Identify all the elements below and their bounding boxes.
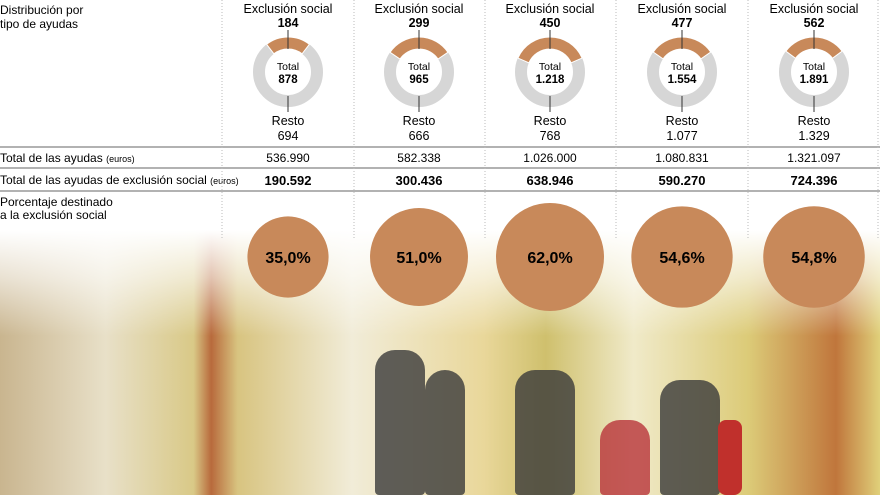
total-excl-value: 724.396 (791, 173, 838, 188)
total-value: 965 (409, 74, 429, 86)
distribution-label-1: Distribución por (0, 3, 83, 17)
total-label: Total (277, 61, 299, 73)
resto-value: 694 (278, 129, 299, 143)
pct-bubble (247, 216, 329, 298)
resto-value: 1.329 (798, 129, 829, 143)
resto-label: Resto (403, 114, 436, 128)
total-ayudas-value: 582.338 (397, 151, 441, 165)
donut-excl-slice (517, 36, 583, 64)
total-excl-value: 300.436 (396, 173, 443, 188)
total-label: Total (671, 61, 693, 73)
pct-value: 51,0% (396, 250, 441, 267)
pct-bubble (763, 206, 865, 308)
total-value: 1.891 (800, 74, 829, 86)
pct-label-1: Porcentaje destinado (0, 195, 113, 209)
resto-label: Resto (798, 114, 831, 128)
pct-value: 54,6% (659, 250, 704, 267)
excl-value: 562 (804, 16, 825, 30)
excl-value: 450 (540, 16, 561, 30)
pct-value: 62,0% (527, 250, 572, 267)
excl-value: 184 (278, 16, 299, 30)
excl-label: Exclusión social (638, 2, 727, 16)
total-ayudas-value: 1.321.097 (787, 151, 841, 165)
excl-label: Exclusión social (770, 2, 859, 16)
pct-bubble (496, 203, 604, 311)
resto-value: 666 (409, 129, 430, 143)
resto-value: 768 (540, 129, 561, 143)
excl-label: Exclusión social (244, 2, 333, 16)
row-excl-label: Total de las ayudas de exclusión social … (0, 173, 239, 187)
excl-label: Exclusión social (375, 2, 464, 16)
total-excl-value: 190.592 (265, 173, 312, 188)
total-value: 1.218 (536, 74, 565, 86)
total-label: Total (803, 61, 825, 73)
row-total-text: Total de las ayudas (0, 151, 103, 165)
row-excl-text: Total de las ayudas de exclusión social (0, 173, 207, 187)
resto-label: Resto (272, 114, 305, 128)
total-label: Total (408, 61, 430, 73)
total-ayudas-value: 1.080.831 (655, 151, 709, 165)
pct-bubble (631, 206, 733, 308)
row-total-label: Total de las ayudas (euros) (0, 151, 135, 165)
resto-label: Resto (666, 114, 699, 128)
pct-label-2: a la exclusión social (0, 208, 107, 222)
resto-value: 1.077 (666, 129, 697, 143)
total-ayudas-value: 1.026.000 (523, 151, 577, 165)
total-excl-value: 590.270 (659, 173, 706, 188)
excl-label: Exclusión social (506, 2, 595, 16)
total-label: Total (539, 61, 561, 73)
pct-bubble (370, 208, 468, 306)
total-excl-value: 638.946 (527, 173, 574, 188)
excl-value: 477 (672, 16, 693, 30)
total-value: 878 (278, 74, 298, 86)
total-value: 1.554 (668, 74, 697, 86)
excl-value: 299 (409, 16, 430, 30)
pct-value: 35,0% (265, 250, 310, 267)
pct-value: 54,8% (791, 250, 836, 267)
resto-label: Resto (534, 114, 567, 128)
distribution-label-2: tipo de ayudas (0, 17, 78, 31)
euros-unit: (euros) (106, 154, 135, 164)
total-ayudas-value: 536.990 (266, 151, 310, 165)
euros-unit: (euros) (210, 176, 239, 186)
